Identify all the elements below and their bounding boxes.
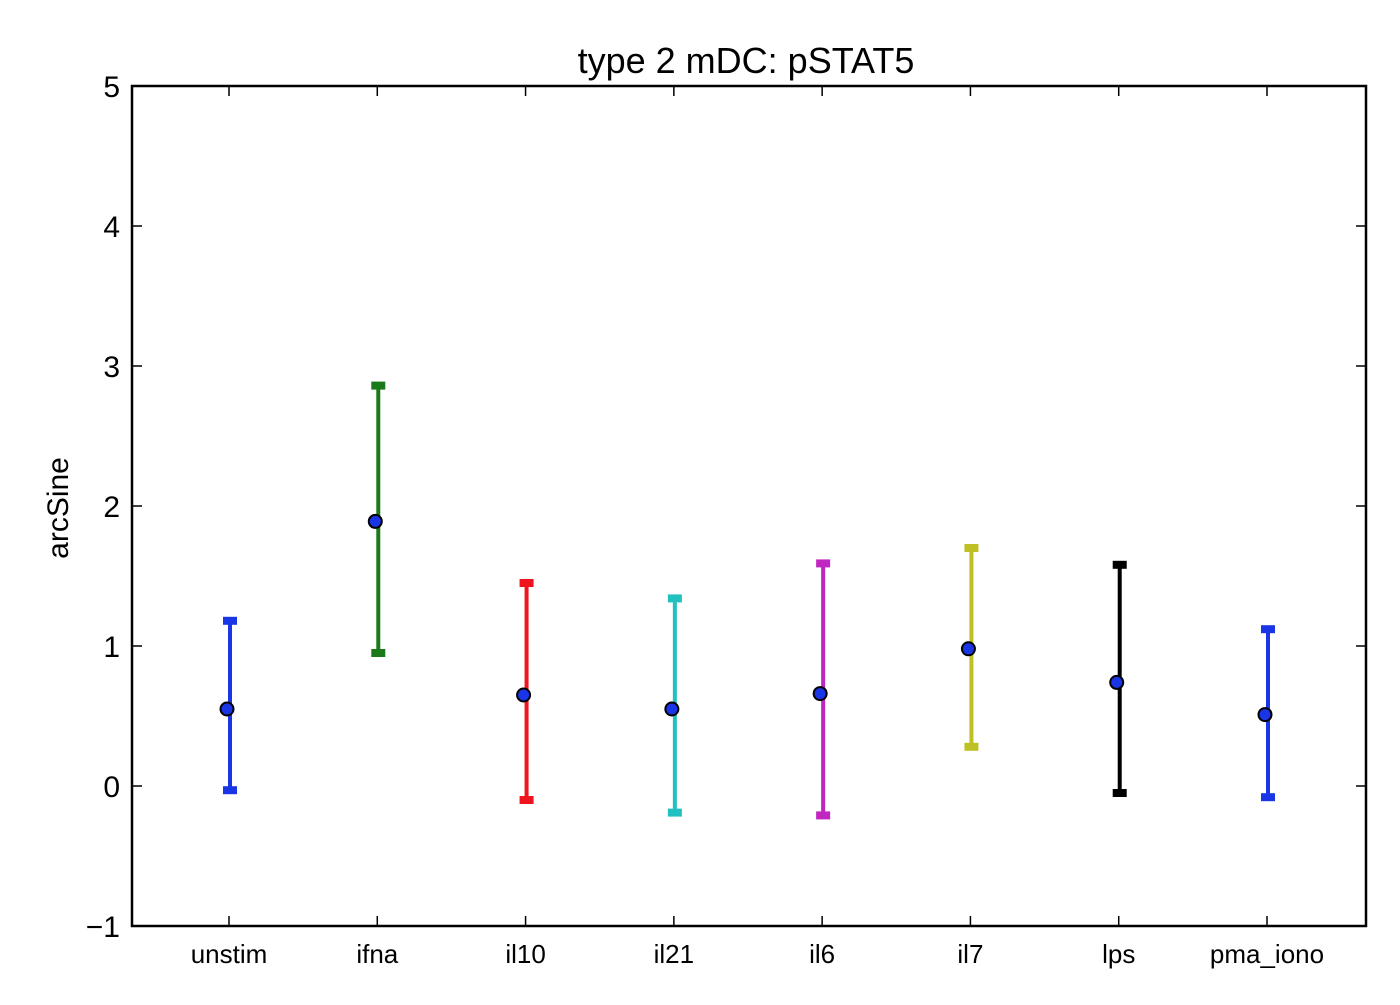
error-cap-high-il6 bbox=[816, 559, 831, 568]
error-cap-high-il7 bbox=[964, 544, 979, 552]
y-tick-label: 0 bbox=[103, 771, 120, 804]
y-ticks: −1 0 1 2 3 4 5 bbox=[86, 71, 1366, 944]
mean-point-pma_iono bbox=[1257, 707, 1273, 723]
error-cap-high-il21 bbox=[667, 594, 682, 603]
x-tick-label: il21 bbox=[654, 939, 694, 969]
error-cap-low-il21 bbox=[667, 808, 682, 817]
x-tick-label: il10 bbox=[505, 939, 545, 969]
y-tick-label: −1 bbox=[86, 911, 120, 944]
y-tick-label: 5 bbox=[103, 71, 120, 104]
y-tick-label: 3 bbox=[103, 351, 120, 384]
x-tick-label: lps bbox=[1102, 939, 1135, 969]
plot-frame bbox=[130, 84, 1368, 928]
x-tick-label: il6 bbox=[809, 939, 835, 969]
y-tick-label: 1 bbox=[103, 631, 120, 664]
error-cap-high-lps bbox=[1112, 560, 1127, 569]
error-cap-low-lps bbox=[1112, 789, 1127, 797]
error-bars bbox=[223, 381, 1275, 820]
x-ticks: unstim ifna il10 il21 il6 il7 lps pma_iono bbox=[191, 86, 1324, 969]
error-cap-high-il10 bbox=[519, 579, 534, 587]
error-cap-low-il10 bbox=[519, 796, 534, 804]
error-cap-low-ifna bbox=[371, 649, 386, 657]
error-cap-low-il7 bbox=[964, 742, 979, 751]
error-cap-high-ifna bbox=[371, 381, 386, 390]
mean-point-il7 bbox=[960, 641, 976, 657]
x-tick-label: pma_iono bbox=[1210, 939, 1324, 969]
error-cap-high-pma_iono bbox=[1261, 625, 1275, 634]
mean-point-il6 bbox=[812, 686, 828, 702]
y-axis-label: arcSine bbox=[42, 457, 75, 559]
x-tick-label: unstim bbox=[191, 939, 268, 969]
mean-point-il10 bbox=[516, 687, 532, 703]
y-tick-label: 2 bbox=[103, 491, 120, 524]
mean-point-unstim bbox=[219, 701, 235, 717]
mean-point-ifna bbox=[367, 513, 383, 529]
mean-point-lps bbox=[1109, 674, 1125, 690]
mean-point-il21 bbox=[664, 701, 680, 717]
error-cap-high-unstim bbox=[223, 616, 237, 625]
chart-title: type 2 mDC: pSTAT5 bbox=[578, 40, 915, 81]
y-tick-label: 4 bbox=[103, 211, 120, 244]
mean-markers bbox=[219, 513, 1273, 723]
x-tick-label: il7 bbox=[957, 939, 983, 969]
error-cap-low-il6 bbox=[816, 811, 831, 820]
error-cap-low-unstim bbox=[223, 786, 237, 795]
error-cap-low-pma_iono bbox=[1261, 793, 1275, 802]
x-tick-label: ifna bbox=[356, 939, 398, 969]
